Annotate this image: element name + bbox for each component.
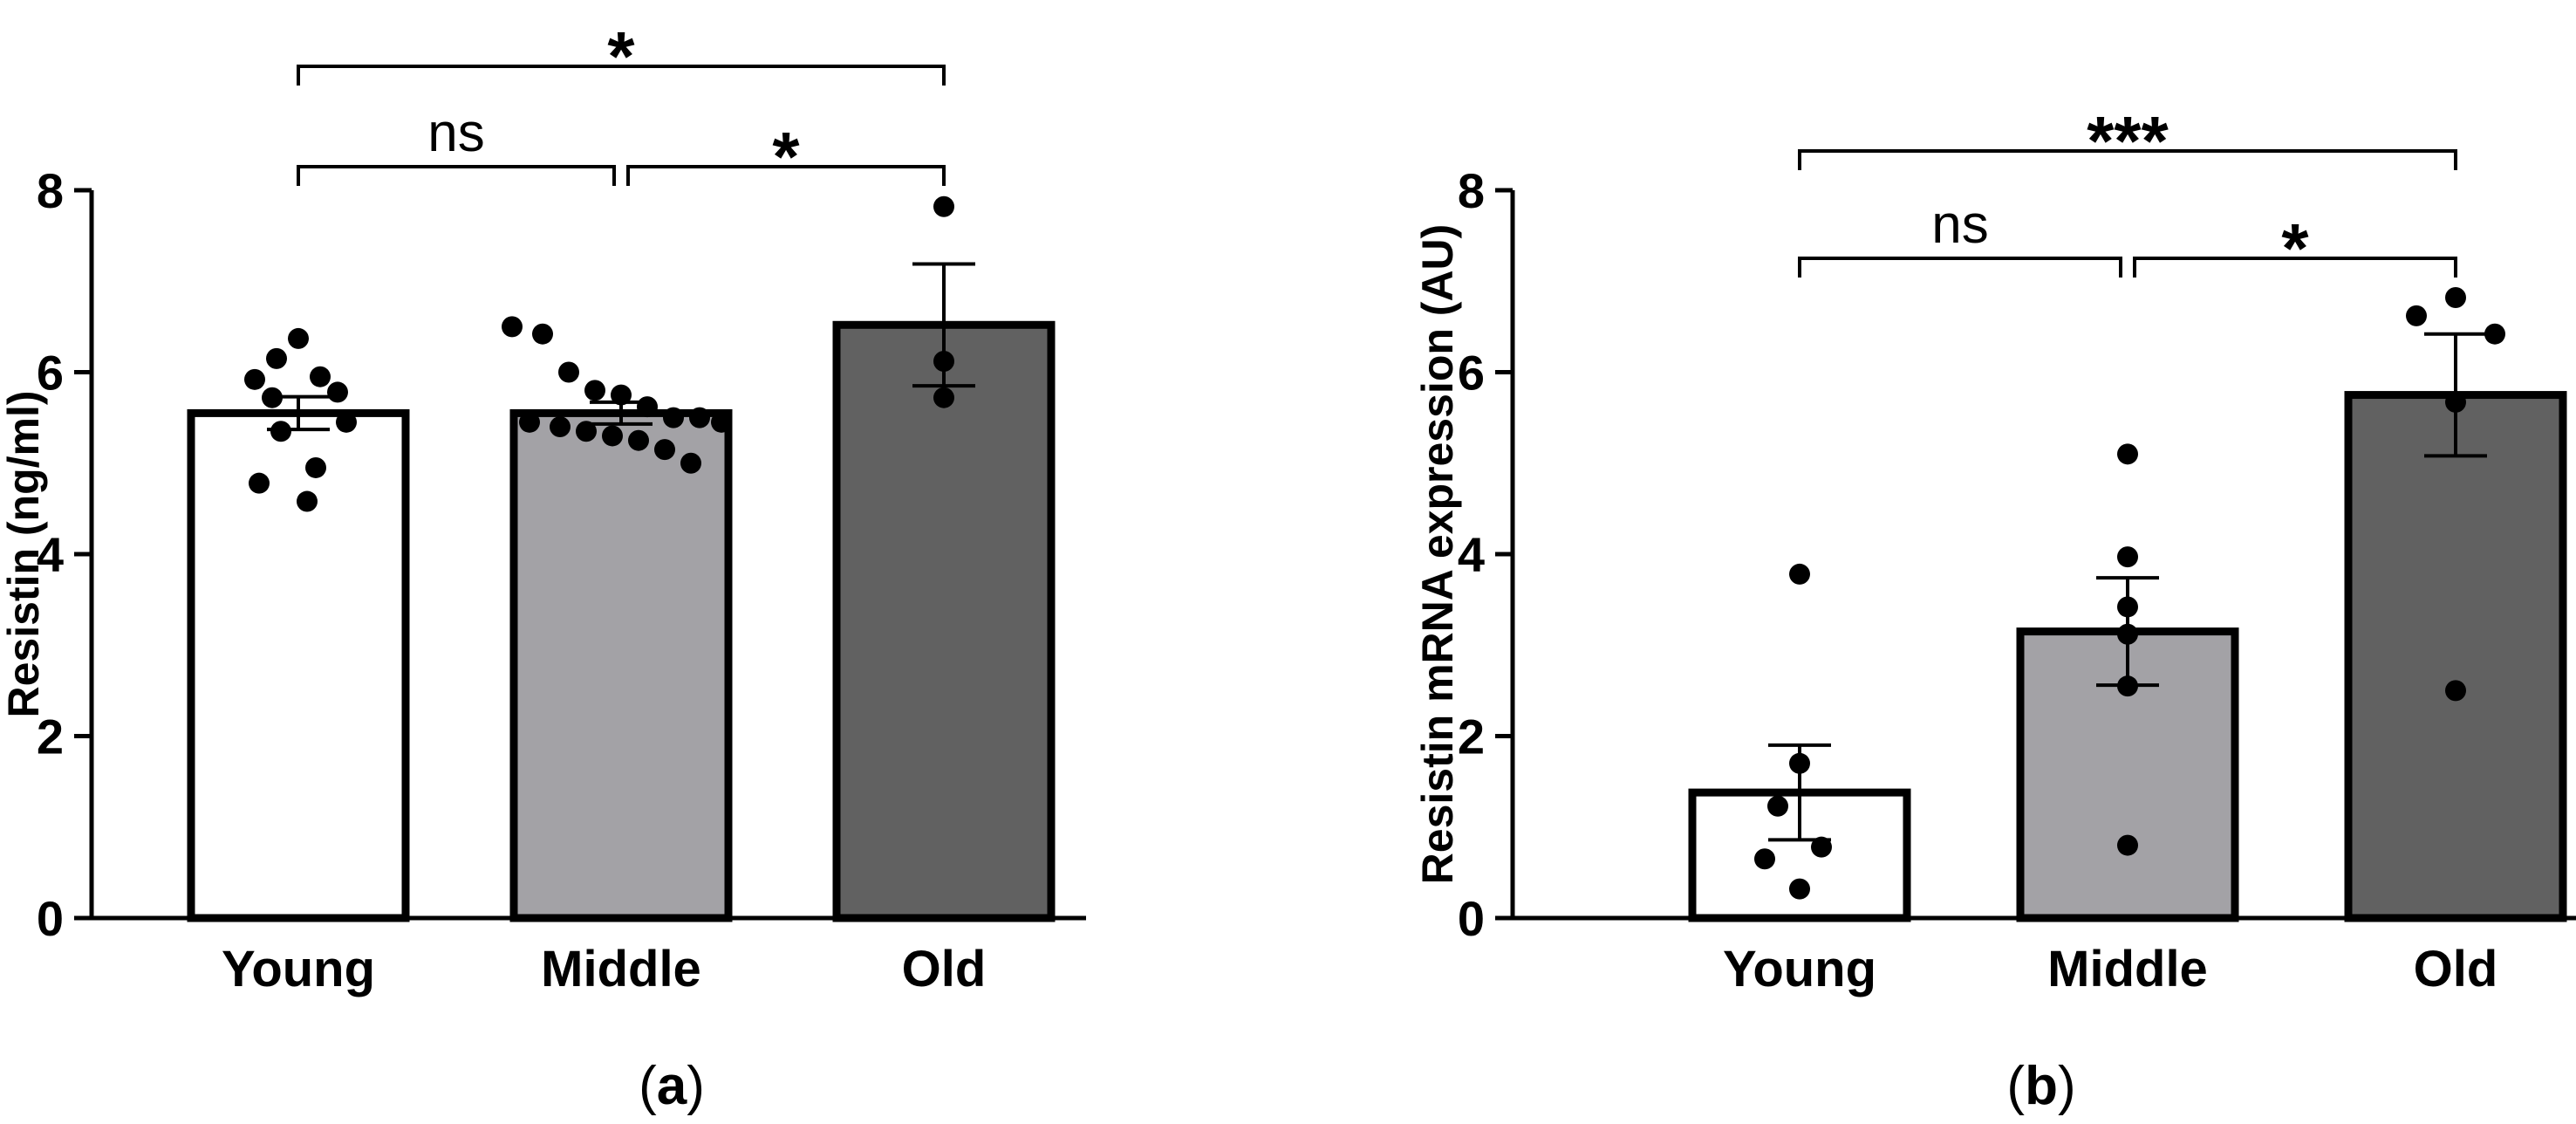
data-point (2117, 834, 2138, 856)
data-point (663, 407, 684, 428)
bar-old (2344, 391, 2567, 922)
data-point (1767, 795, 1788, 817)
data-point (2445, 391, 2466, 413)
data-point (336, 411, 357, 433)
significance-bracket (1798, 257, 2122, 278)
y-axis-title: Resistin (ng/ml) (0, 390, 48, 717)
x-tick-label-young: Young (1723, 941, 1876, 997)
x-tick-label-old: Old (2414, 941, 2498, 997)
y-tick-label: 2 (37, 709, 64, 764)
significance-bracket (297, 65, 946, 86)
data-point (1811, 836, 1832, 858)
data-point (502, 316, 523, 338)
data-point (2484, 323, 2505, 345)
x-tick-label-old: Old (902, 941, 987, 997)
significance-label: * (772, 118, 800, 195)
y-tick-label: 4 (37, 527, 64, 582)
y-tick-label: 2 (1458, 709, 1485, 764)
significance-bracket (626, 165, 946, 186)
x-tick-label-middle: Middle (2047, 941, 2208, 997)
data-point (628, 429, 649, 451)
data-point (2117, 443, 2138, 465)
data-point (2117, 596, 2138, 618)
data-point (270, 421, 291, 442)
data-point (249, 472, 270, 494)
panel-label: (b) (2006, 1056, 2075, 1116)
data-point (244, 368, 265, 390)
data-point (310, 366, 331, 387)
y-tick-label: 8 (37, 163, 64, 218)
significance-label: ns (1931, 195, 1988, 255)
significance-bracket (1798, 149, 2457, 170)
y-tick-label: 0 (37, 891, 64, 946)
y-axis-title: Resistin mRNA expression (AU) (1413, 224, 1462, 885)
significance-label: * (2281, 209, 2309, 287)
data-point (305, 456, 326, 478)
data-point (2406, 305, 2427, 326)
bar-middle (509, 408, 733, 922)
data-point (680, 452, 701, 474)
data-point (711, 411, 732, 433)
data-point (2117, 546, 2138, 568)
data-point (689, 407, 710, 428)
y-tick-label: 6 (1458, 346, 1485, 401)
data-point (2117, 623, 2138, 645)
data-point (584, 380, 605, 401)
y-tick-label: 8 (1458, 163, 1485, 218)
data-point (654, 439, 675, 461)
data-point (1789, 563, 1810, 585)
x-tick-label-middle: Middle (541, 941, 701, 997)
significance-label: * (607, 17, 635, 95)
y-tick-label: 4 (1458, 527, 1485, 582)
data-point (327, 381, 348, 403)
data-point (933, 195, 954, 217)
chart-panel-a: 0 2 4 6 8 Resistin (ng/ml) Young Middle Old ns * * (… (0, 17, 1086, 1116)
data-point (297, 490, 318, 512)
significance-label: *** (2087, 102, 2169, 180)
chart-panel-b: 0 2 4 6 8 Resistin mRNA expression (AU) Young M… (1413, 102, 2576, 1116)
significance-bracket (2133, 257, 2457, 278)
data-point (933, 350, 954, 372)
data-point (1754, 848, 1775, 870)
panel-label: (a) (639, 1056, 705, 1116)
y-tick-label: 0 (1458, 891, 1485, 946)
data-point (611, 384, 632, 406)
data-point (637, 396, 658, 418)
data-point (576, 421, 597, 442)
data-point (288, 327, 309, 349)
data-point (532, 323, 553, 345)
data-point (262, 387, 283, 408)
data-point (2117, 675, 2138, 697)
data-point (558, 361, 579, 383)
data-point (1789, 878, 1810, 900)
y-tick-label: 6 (37, 346, 64, 401)
data-point (602, 425, 623, 447)
bar-young (187, 408, 410, 922)
data-point (550, 416, 571, 438)
significance-bracket (297, 165, 616, 186)
data-point (266, 347, 287, 369)
data-point (2445, 287, 2466, 309)
data-point (519, 411, 540, 433)
bar-old (832, 320, 1056, 922)
data-point (933, 387, 954, 408)
x-tick-label-young: Young (222, 941, 375, 997)
data-point (1789, 752, 1810, 774)
significance-label: ns (427, 103, 484, 163)
data-point (2445, 680, 2466, 702)
